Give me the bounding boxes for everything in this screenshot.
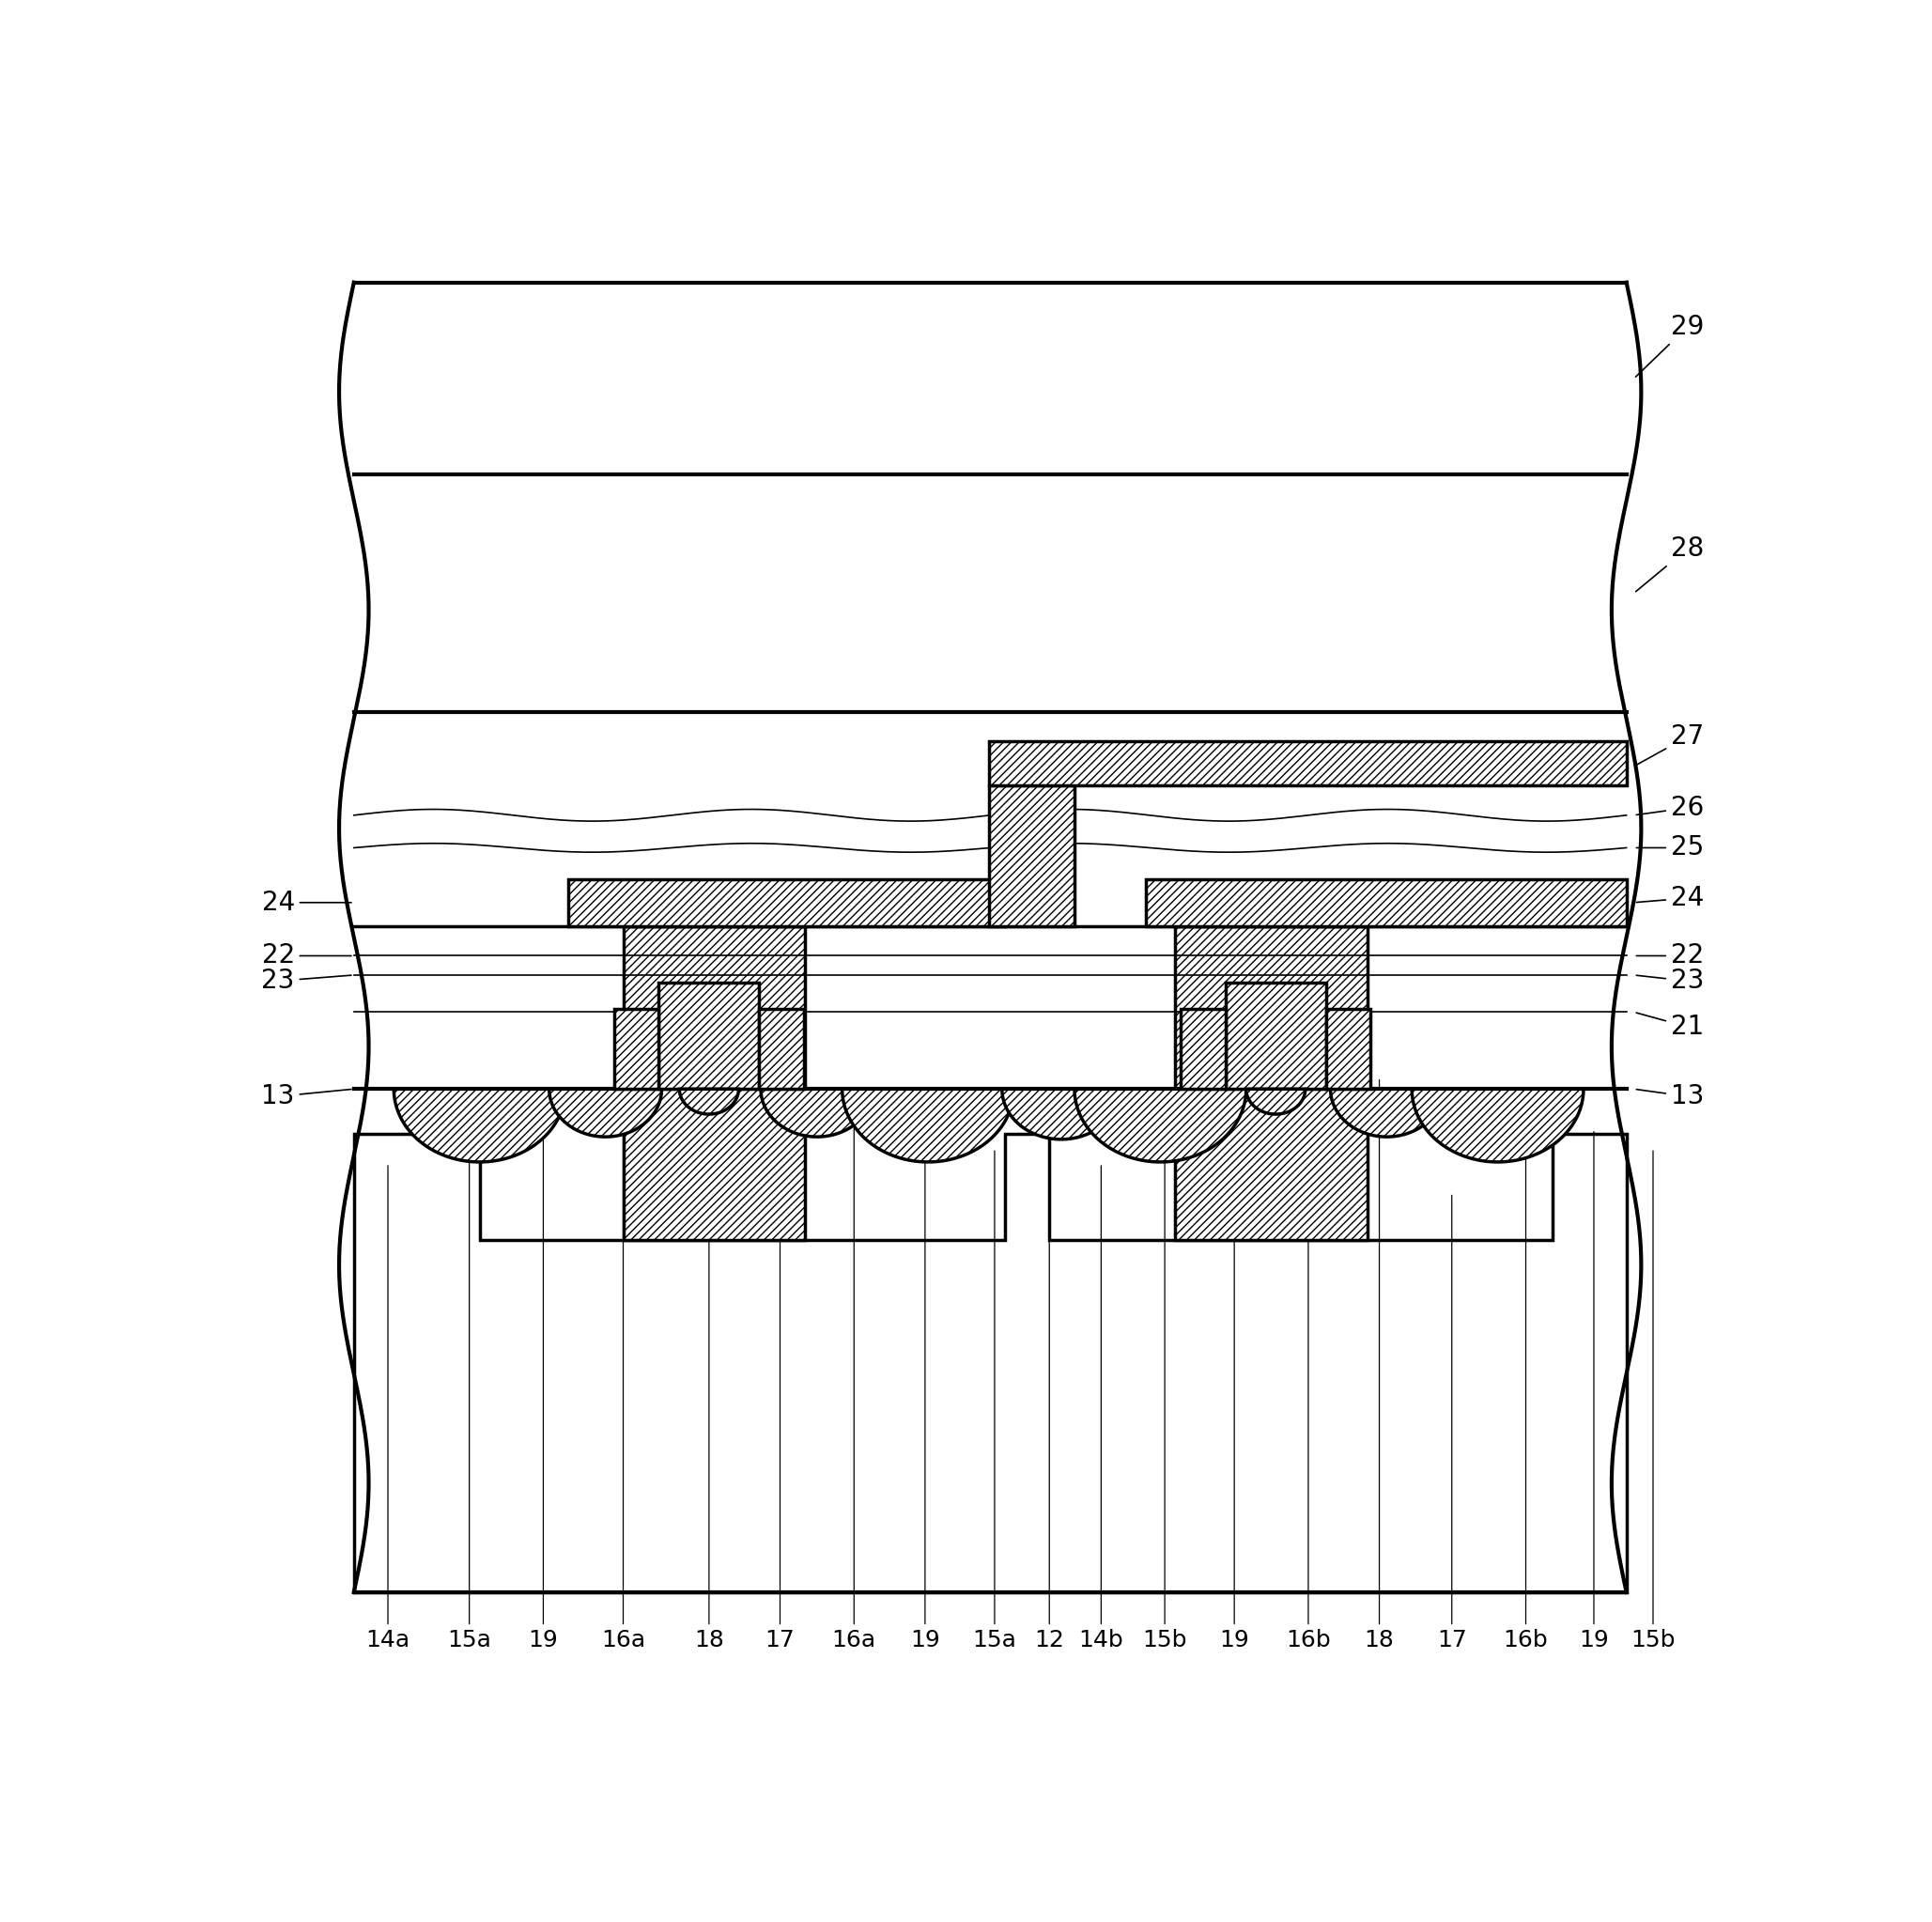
Text: 27: 27	[1636, 723, 1704, 765]
Bar	[1325, 1009, 1370, 1090]
Text: 16b: 16b	[1503, 1128, 1548, 1651]
Text: 21: 21	[1636, 1013, 1704, 1040]
Text: 25: 25	[1636, 834, 1704, 861]
Polygon shape	[394, 1090, 566, 1163]
Polygon shape	[1246, 1090, 1306, 1115]
Text: 18: 18	[694, 1080, 724, 1651]
Polygon shape	[549, 1090, 661, 1136]
Bar	[659, 982, 759, 1090]
Text: 16a: 16a	[833, 1128, 875, 1651]
Text: 19: 19	[1578, 1132, 1609, 1651]
Bar	[989, 742, 1627, 786]
Bar	[759, 1009, 804, 1090]
Polygon shape	[842, 1090, 1014, 1163]
Bar	[1225, 982, 1325, 1090]
Text: 17: 17	[765, 1195, 794, 1651]
Bar	[1175, 926, 1368, 1240]
Text: 15b: 15b	[1631, 1151, 1675, 1651]
Text: 23: 23	[261, 969, 352, 994]
Text: 22: 22	[261, 942, 352, 969]
Text: 19: 19	[910, 1132, 941, 1651]
Polygon shape	[1074, 1090, 1246, 1163]
Bar	[614, 1009, 659, 1090]
Text: 29: 29	[1636, 313, 1704, 377]
Text: 16b: 16b	[1287, 1128, 1331, 1651]
Text: 24: 24	[261, 890, 352, 915]
Text: 28: 28	[1636, 536, 1704, 592]
Text: 15a: 15a	[972, 1151, 1016, 1651]
Bar	[354, 283, 1627, 1591]
Polygon shape	[1331, 1090, 1443, 1136]
Text: 16a: 16a	[601, 1128, 645, 1651]
Text: 22: 22	[1636, 942, 1704, 969]
Text: 23: 23	[1636, 969, 1704, 994]
Bar	[1146, 878, 1627, 926]
Polygon shape	[1412, 1090, 1584, 1163]
Bar	[568, 878, 1005, 926]
Text: 17: 17	[1437, 1195, 1466, 1651]
Text: 13: 13	[1636, 1084, 1704, 1109]
Text: 14a: 14a	[365, 1165, 410, 1651]
Text: 14b: 14b	[1078, 1165, 1124, 1651]
Bar	[989, 786, 1074, 926]
Text: 24: 24	[1636, 884, 1704, 911]
Polygon shape	[761, 1090, 873, 1136]
Bar	[1180, 1009, 1225, 1090]
Text: 19: 19	[527, 1132, 558, 1651]
Polygon shape	[354, 1134, 1627, 1591]
Text: 15a: 15a	[448, 1151, 491, 1651]
Text: 18: 18	[1364, 1080, 1395, 1651]
Polygon shape	[680, 1090, 738, 1115]
Text: 12: 12	[1034, 1203, 1065, 1651]
Text: 15b: 15b	[1142, 1151, 1186, 1651]
Text: 19: 19	[1219, 1132, 1250, 1651]
Text: 13: 13	[261, 1084, 352, 1109]
Bar	[624, 926, 806, 1240]
Polygon shape	[1003, 1090, 1121, 1140]
Text: 26: 26	[1636, 794, 1704, 821]
